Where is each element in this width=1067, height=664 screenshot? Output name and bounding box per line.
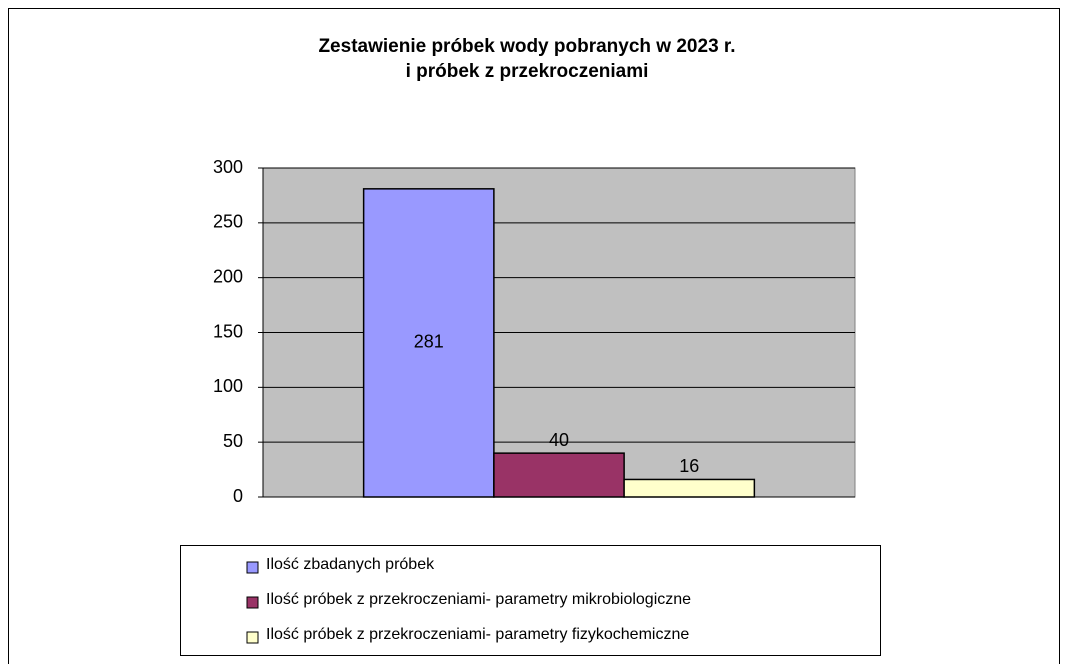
legend-swatch	[246, 631, 259, 644]
chart-title: Zestawienie próbek wody pobranych w 2023…	[318, 36, 735, 57]
legend-box	[180, 545, 881, 656]
data-label: 40	[549, 430, 569, 450]
y-tick-label: 50	[223, 431, 243, 451]
y-tick-label: 200	[213, 266, 243, 286]
y-tick-label: 250	[213, 212, 243, 232]
y-tick-label: 300	[213, 157, 243, 177]
bar	[493, 452, 625, 498]
y-tick-label: 100	[213, 376, 243, 396]
y-tick-label: 150	[213, 321, 243, 341]
data-label: 281	[414, 332, 444, 352]
bar	[362, 188, 495, 498]
legend-swatch	[246, 596, 259, 609]
legend-label: Ilość zbadanych próbek	[266, 556, 435, 573]
bar	[623, 478, 756, 498]
chart-title: i próbek z przekroczeniami	[406, 61, 649, 82]
legend-swatch	[246, 561, 259, 574]
legend-label: Ilość próbek z przekroczeniami- parametr…	[266, 591, 691, 608]
y-tick-label: 0	[233, 486, 243, 506]
legend-label: Ilość próbek z przekroczeniami- parametr…	[266, 626, 689, 643]
data-label: 16	[679, 456, 699, 476]
